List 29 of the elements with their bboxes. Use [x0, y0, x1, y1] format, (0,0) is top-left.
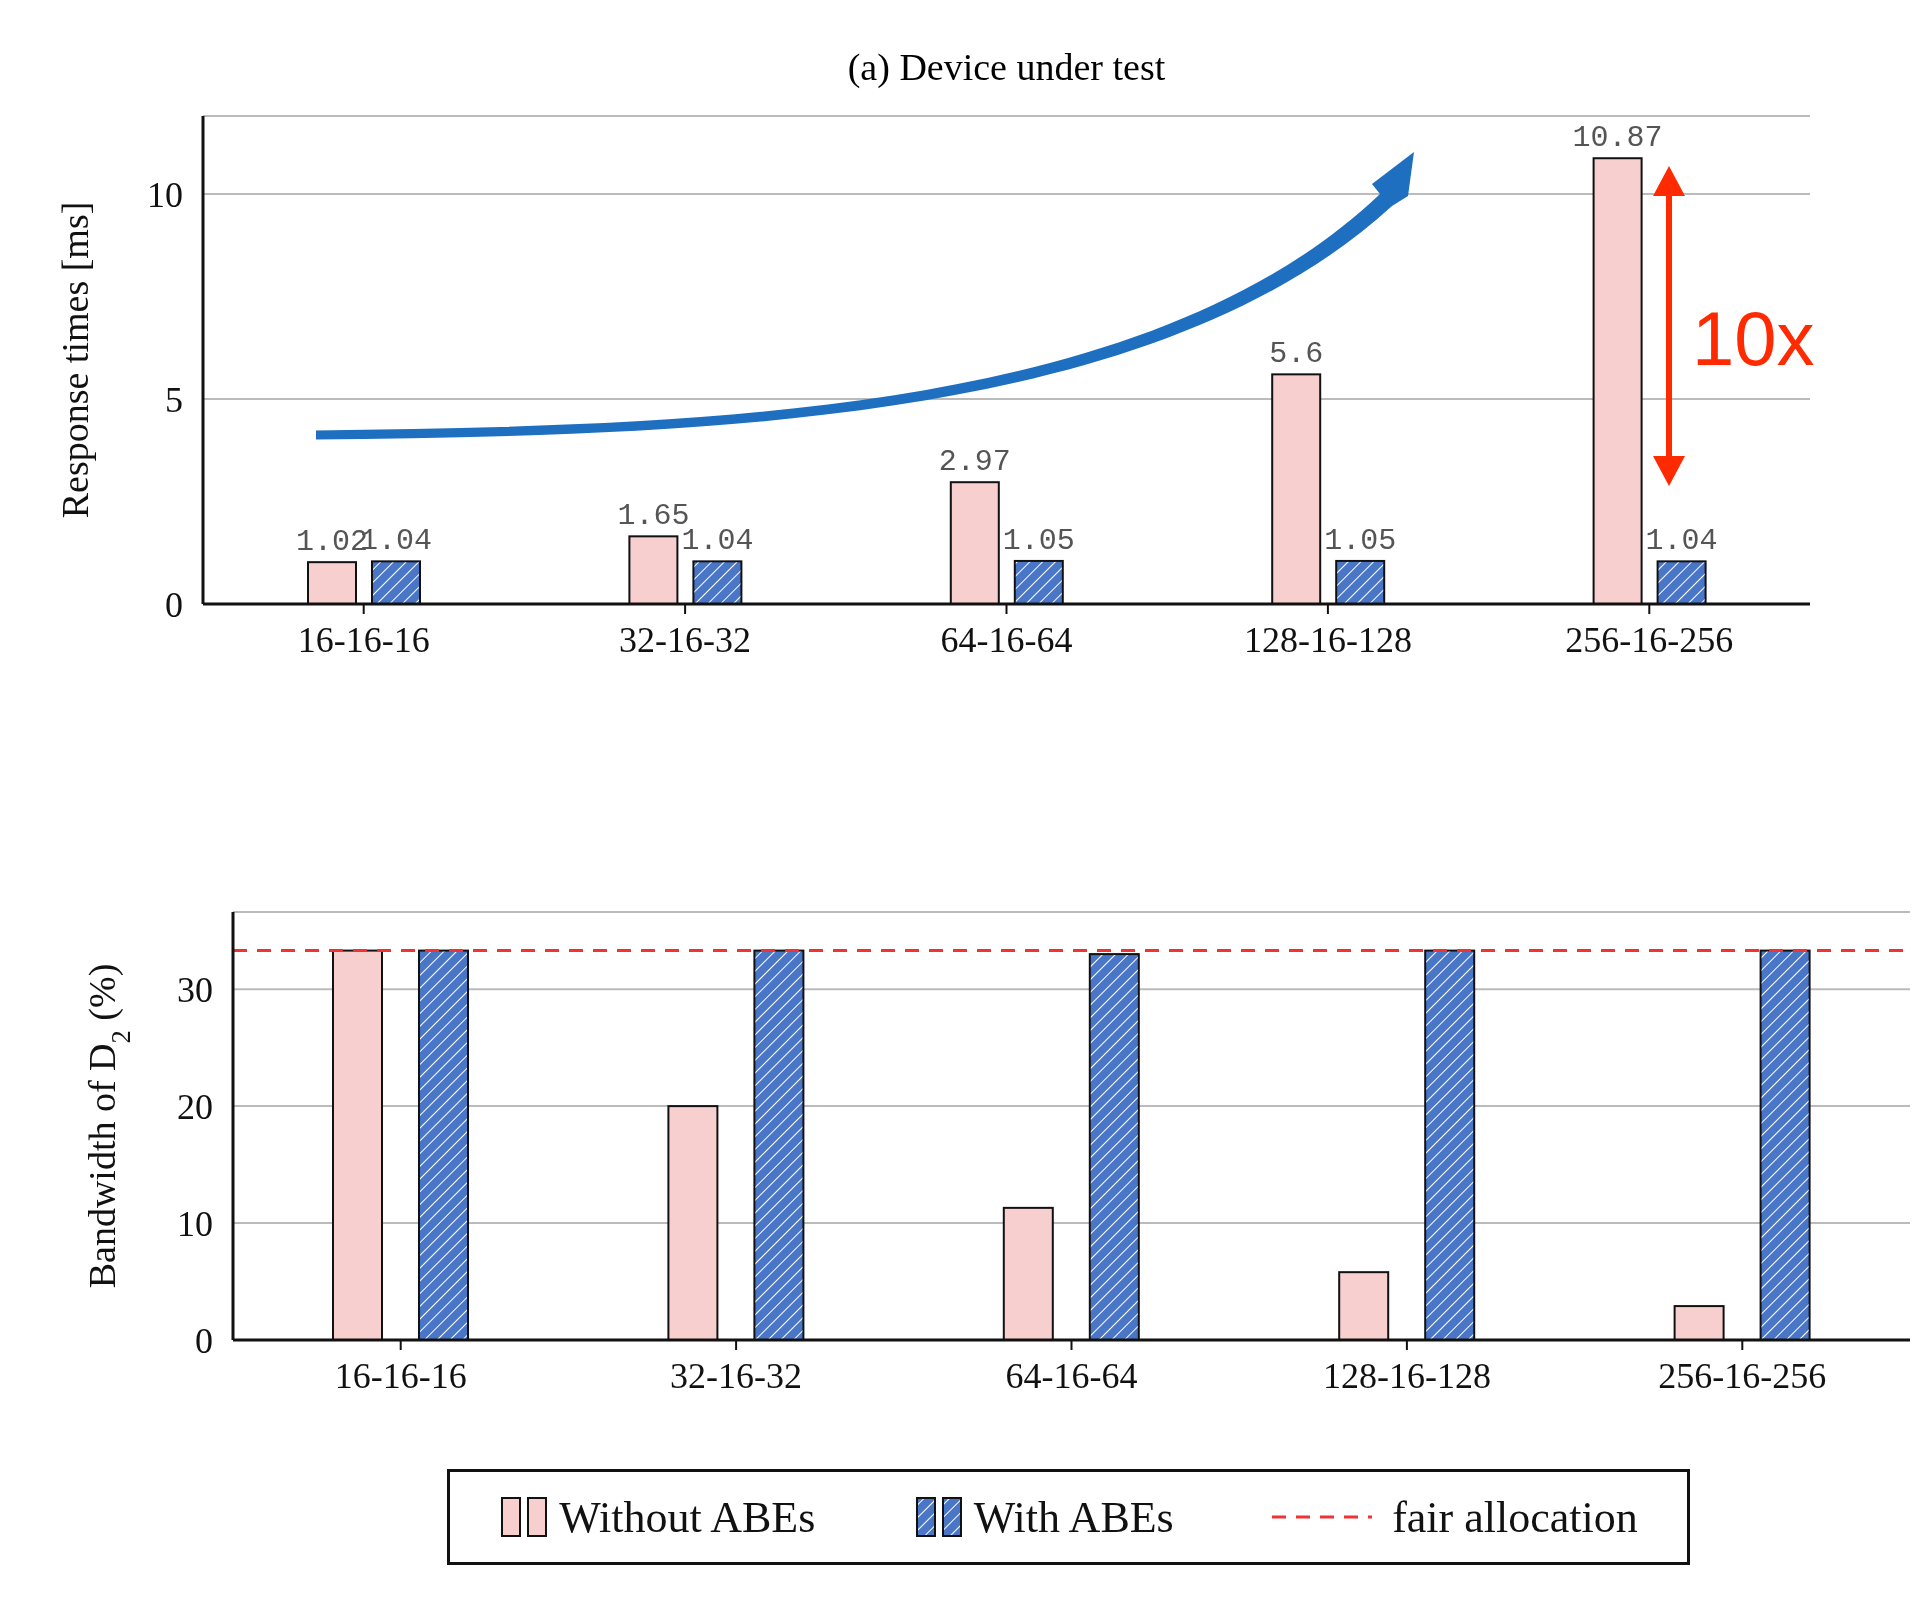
y-tick-label: 10: [147, 174, 183, 215]
data-label: 10.87: [1572, 121, 1663, 156]
x-tick-label: 32-16-32: [619, 619, 752, 660]
data-label: 5.6: [1269, 337, 1324, 372]
x-tick-label: 256-16-256: [1565, 619, 1734, 660]
x-tick-label: 16-16-16: [297, 619, 430, 660]
y-tick-label: 10: [177, 1203, 213, 1244]
data-label: 2.97: [938, 445, 1011, 480]
x-tick-label: 16-16-16: [334, 1355, 467, 1396]
legend-label: Without ABEs: [559, 1491, 816, 1543]
y-tick-label: 20: [177, 1086, 213, 1127]
y-tick-label: 0: [195, 1320, 213, 1361]
chart-title: (a) Device under test: [846, 45, 1167, 89]
x-tick-label: 128-16-128: [1243, 619, 1412, 660]
data-label: 1.05: [1324, 523, 1397, 558]
data-label: 1.04: [1645, 524, 1718, 559]
legend-label: With ABEs: [973, 1491, 1174, 1543]
x-tick-label: 64-16-64: [940, 619, 1073, 660]
x-tick-label: 64-16-64: [1005, 1355, 1138, 1396]
x-tick-label: 128-16-128: [1322, 1355, 1491, 1396]
x-tick-label: 32-16-32: [670, 1355, 803, 1396]
annotation: 10x: [1692, 295, 1815, 382]
y-tick-label: 5: [165, 379, 183, 420]
data-label: 1.05: [1002, 523, 1075, 558]
legend-label: fair allocation: [1392, 1491, 1638, 1543]
x-tick-label: 256-16-256: [1658, 1355, 1827, 1396]
y-axis-title: Response times [ms]: [54, 201, 96, 519]
y-tick-label: 30: [177, 969, 213, 1010]
y-tick-label: 0: [165, 584, 183, 625]
